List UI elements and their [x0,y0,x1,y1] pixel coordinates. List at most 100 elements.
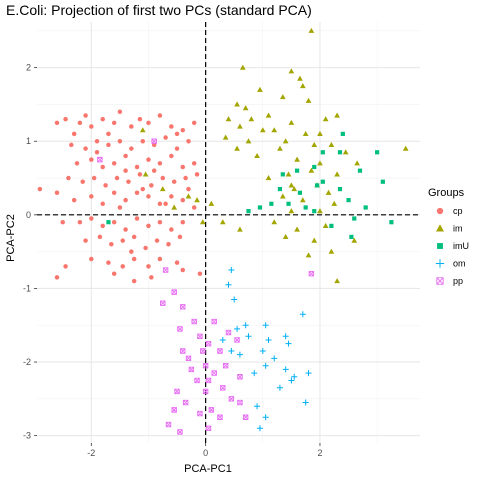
data-point-im [279,193,286,199]
reference-lines [37,22,420,443]
data-point-cp [134,190,140,196]
data-point-cp [180,127,186,133]
data-point-cp [117,205,123,210]
data-point-cp [103,183,108,188]
data-point-pp [200,348,206,354]
data-point-imU [337,186,343,192]
legend-key-pp [436,277,444,285]
data-point-cp [37,186,43,192]
data-point-cp [120,238,125,243]
legend-label-om: om [453,259,466,269]
data-point-im [328,141,335,148]
data-point-im [288,208,295,214]
y-tick-label: 2 [26,63,31,73]
data-point-cp [143,245,148,251]
data-point-pp [151,138,157,144]
chart-title: E.Coli: Projection of first two PCs (sta… [6,2,312,18]
data-point-cp [157,201,163,207]
data-point-cp [160,175,166,181]
data-point-pp [185,355,192,362]
data-point-im [308,167,315,173]
data-point-cp [186,138,191,144]
data-point-im [351,237,358,243]
data-point-pp [242,414,249,420]
data-point-im [302,130,309,136]
data-point-om [251,370,258,377]
legend-item-om: om [435,259,466,269]
plot-panel [37,22,420,443]
data-point-om [276,384,283,391]
data-point-im [288,182,295,188]
y-tick-label: -1 [23,283,31,293]
data-point-im [265,175,272,181]
data-point-cp [83,146,88,151]
data-point-im [299,83,306,89]
data-point-pp [237,399,243,406]
data-point-cp [111,271,117,276]
data-point-cp [117,109,123,115]
series-cp [37,109,203,284]
data-point-pp [202,388,209,395]
data-point-om [228,267,235,274]
data-point-cp [149,183,154,188]
data-point-pp [211,318,217,325]
data-point-imU [246,209,251,214]
data-point-im [282,138,289,144]
data-point-im [248,116,255,122]
data-point-cp [71,131,77,137]
data-point-cp [123,153,128,159]
data-point-im [317,208,323,214]
data-point-im [208,200,215,206]
data-point-cp [129,124,134,129]
data-point-im [222,134,229,140]
data-point-im [342,149,349,155]
data-point-imU [312,164,317,170]
data-point-om [254,403,261,410]
legend-key-om [435,259,445,268]
data-point-cp [100,223,105,229]
legend-key-im [436,224,444,232]
legend-key-imU [437,243,443,249]
data-points [37,27,409,435]
data-point-im [322,116,329,122]
data-point-pp [194,377,200,384]
legend-title: Groups [428,187,465,199]
x-axis-title: PCA-PC1 [184,463,232,475]
data-point-cp [100,116,105,122]
data-point-imU [346,198,351,203]
data-point-im [239,64,246,70]
data-point-imU [340,131,345,136]
data-point-imU [375,150,380,155]
data-point-cp [157,161,163,166]
data-point-cp [146,223,151,229]
data-point-imU [329,223,334,228]
data-point-im [242,105,249,111]
data-point-om [282,366,289,373]
data-point-imU [277,186,283,192]
data-point-cp [140,138,146,144]
data-point-cp [169,153,174,159]
data-point-im [299,197,306,203]
data-point-om [291,373,298,380]
data-point-imU [269,201,274,206]
data-point-om [256,425,263,432]
data-point-cp [54,120,60,126]
data-point-im [354,160,360,166]
data-point-om [259,347,266,354]
data-point-cp [100,201,105,207]
data-point-imU [303,205,308,210]
data-point-cp [111,120,117,126]
data-point-cp [117,138,123,144]
data-point-cp [63,116,68,122]
data-point-cp [89,194,94,199]
legend-label-im: im [453,224,463,234]
data-point-im [237,226,243,232]
data-point-om [282,333,289,340]
data-point-im [331,200,338,206]
data-point-cp [69,142,74,148]
data-point-pp [205,377,212,384]
series-om [219,267,312,432]
y-axis-title: PCA-PC2 [5,214,17,262]
data-point-im [334,171,340,177]
data-point-cp [126,179,131,184]
